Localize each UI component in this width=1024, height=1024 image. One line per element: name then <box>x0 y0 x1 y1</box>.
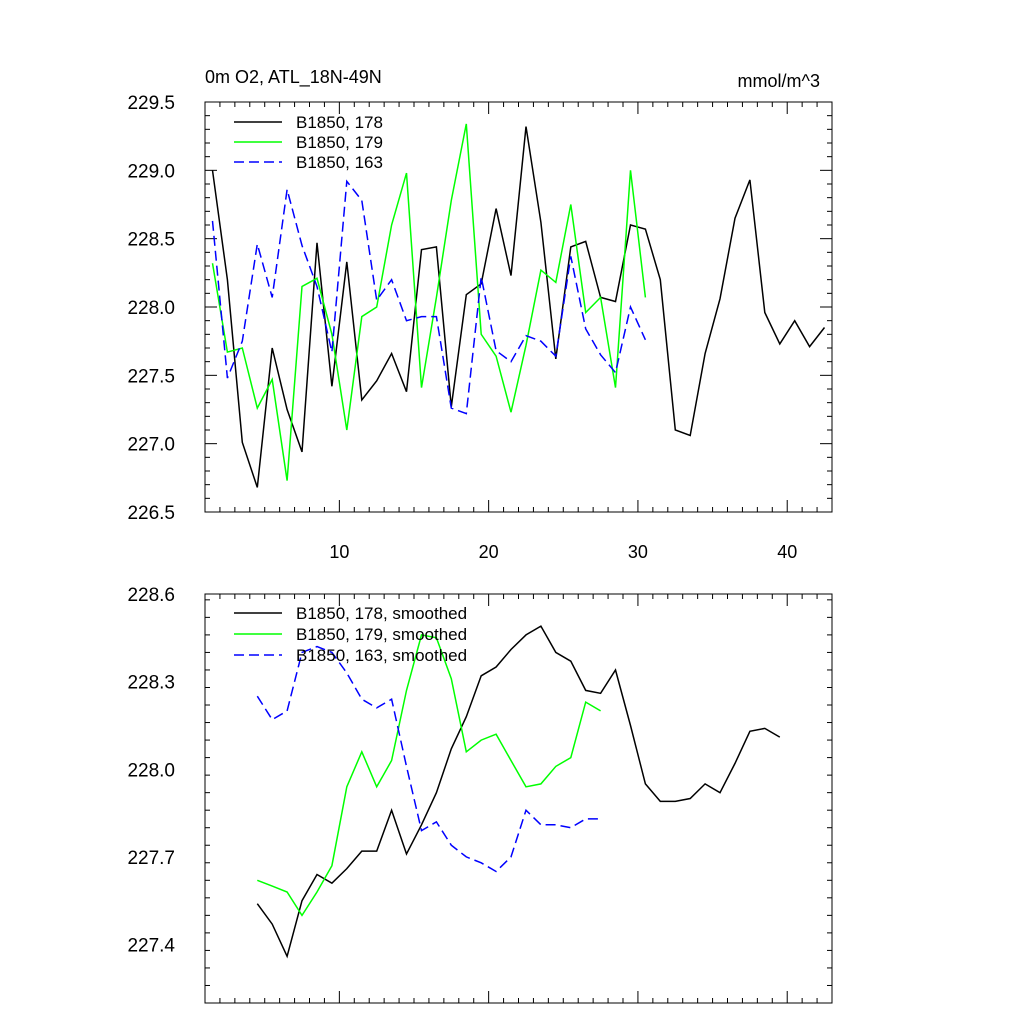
y-tick-label: 228.0 <box>127 760 175 781</box>
y-tick-label: 227.0 <box>127 435 175 456</box>
legend-label: B1850, 178, smoothed <box>296 604 467 623</box>
chart-title: 0m O2, ATL_18N-49N <box>205 67 382 88</box>
series-line <box>256 645 601 873</box>
series-line <box>211 126 826 488</box>
x-tick-label: 20 <box>479 542 499 562</box>
panel-top: 0m O2, ATL_18N-49N mmol/m^3 10 20 30 40 226.… <box>127 67 833 562</box>
legend-label: B1850, 163 <box>296 153 383 172</box>
y-tick-label: 228.0 <box>127 298 175 319</box>
y-tick-label: 228.5 <box>127 230 175 251</box>
units-label: mmol/m^3 <box>738 71 820 91</box>
y-tick-label: 228.3 <box>127 673 175 694</box>
legend-label: B1850, 163, smoothed <box>296 646 467 665</box>
panel-bottom: 227.4 227.7 228.0 228.3 228.6 B1850, 178, smo… <box>127 585 833 1004</box>
x-tick-label: 40 <box>777 542 797 562</box>
y-tick-label: 227.4 <box>127 936 175 957</box>
y-tick-label: 229.5 <box>127 93 175 114</box>
y-tick-label: 227.5 <box>127 366 175 387</box>
x-tick-label: 10 <box>329 542 349 562</box>
series-line <box>211 179 647 415</box>
x-tick-label: 30 <box>628 542 648 562</box>
legend-label: B1850, 179 <box>296 133 383 152</box>
y-tick-label: 226.5 <box>127 503 175 524</box>
legend-label: B1850, 179, smoothed <box>296 625 467 644</box>
series-line <box>256 625 781 959</box>
series-line <box>257 634 601 917</box>
y-tick-label: 229.0 <box>127 161 175 182</box>
series-line <box>211 123 647 481</box>
y-tick-label: 227.7 <box>127 848 175 869</box>
legend-label: B1850, 178 <box>296 113 383 132</box>
y-tick-label: 228.6 <box>127 585 175 606</box>
